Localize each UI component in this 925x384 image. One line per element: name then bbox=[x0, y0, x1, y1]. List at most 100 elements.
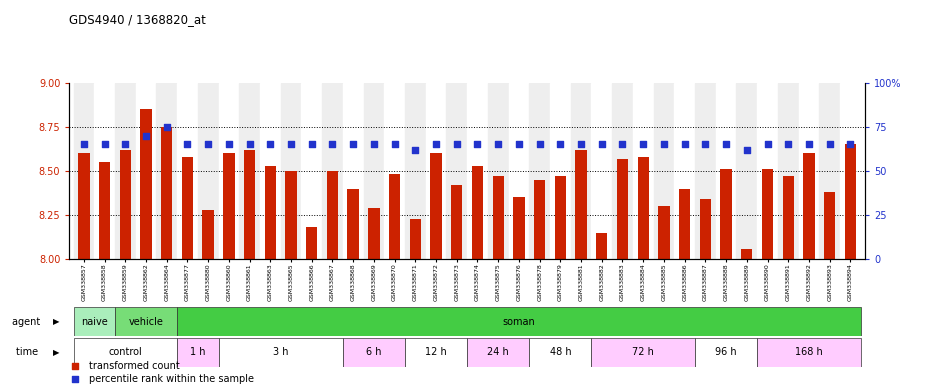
Bar bbox=[550, 83, 571, 259]
Bar bbox=[177, 83, 198, 259]
Bar bbox=[405, 83, 426, 259]
Point bbox=[284, 141, 299, 147]
Bar bbox=[244, 150, 255, 259]
Bar bbox=[384, 83, 405, 259]
Bar bbox=[410, 218, 421, 259]
Point bbox=[117, 141, 132, 147]
Bar bbox=[368, 208, 379, 259]
Text: 6 h: 6 h bbox=[366, 347, 382, 358]
Bar bbox=[156, 83, 177, 259]
Bar bbox=[529, 338, 591, 367]
Point bbox=[180, 141, 195, 147]
Bar bbox=[679, 189, 690, 259]
Point bbox=[68, 363, 82, 369]
Bar bbox=[181, 157, 193, 259]
Bar bbox=[451, 185, 462, 259]
Text: ▶: ▶ bbox=[53, 317, 59, 326]
Bar bbox=[388, 174, 401, 259]
Point bbox=[822, 141, 837, 147]
Bar bbox=[555, 176, 566, 259]
Text: 1 h: 1 h bbox=[190, 347, 205, 358]
Bar bbox=[534, 180, 546, 259]
Bar bbox=[364, 83, 384, 259]
Bar bbox=[223, 153, 235, 259]
Point bbox=[139, 132, 154, 139]
Bar bbox=[327, 171, 339, 259]
Bar bbox=[820, 83, 840, 259]
Bar bbox=[633, 83, 654, 259]
Bar bbox=[343, 83, 364, 259]
Bar bbox=[285, 171, 297, 259]
Bar bbox=[513, 197, 524, 259]
Bar bbox=[695, 338, 758, 367]
Bar bbox=[798, 83, 820, 259]
Bar bbox=[430, 153, 442, 259]
Bar bbox=[99, 162, 110, 259]
Bar bbox=[218, 338, 343, 367]
Bar bbox=[824, 192, 835, 259]
Bar bbox=[260, 83, 280, 259]
Point bbox=[698, 141, 713, 147]
Point bbox=[719, 141, 734, 147]
Point bbox=[428, 141, 443, 147]
Bar bbox=[177, 338, 218, 367]
Text: ▶: ▶ bbox=[53, 348, 59, 357]
Bar bbox=[405, 338, 467, 367]
Bar bbox=[73, 83, 94, 259]
Point bbox=[760, 141, 775, 147]
Point bbox=[781, 141, 796, 147]
Point bbox=[201, 141, 216, 147]
Bar bbox=[136, 83, 156, 259]
Text: control: control bbox=[108, 347, 142, 358]
Bar bbox=[509, 83, 529, 259]
Bar bbox=[115, 307, 177, 336]
Point bbox=[388, 141, 402, 147]
Point bbox=[512, 141, 526, 147]
Bar bbox=[840, 83, 861, 259]
Point bbox=[263, 141, 278, 147]
Point bbox=[325, 141, 339, 147]
Point bbox=[304, 141, 319, 147]
Bar bbox=[758, 338, 861, 367]
Bar bbox=[467, 83, 487, 259]
Text: 3 h: 3 h bbox=[273, 347, 289, 358]
Bar bbox=[115, 83, 136, 259]
Text: naive: naive bbox=[80, 316, 107, 327]
Bar bbox=[762, 169, 773, 259]
Point bbox=[843, 141, 857, 147]
Bar bbox=[803, 153, 815, 259]
Point bbox=[470, 141, 485, 147]
Point bbox=[635, 141, 650, 147]
Bar bbox=[265, 166, 276, 259]
Text: 72 h: 72 h bbox=[633, 347, 654, 358]
Point bbox=[97, 141, 112, 147]
Bar bbox=[637, 157, 649, 259]
Bar bbox=[161, 127, 172, 259]
Text: GDS4940 / 1368820_at: GDS4940 / 1368820_at bbox=[69, 13, 206, 26]
Bar bbox=[280, 83, 302, 259]
Point bbox=[408, 147, 423, 153]
Point bbox=[553, 141, 568, 147]
Point bbox=[221, 141, 236, 147]
Bar bbox=[203, 210, 214, 259]
Text: time: time bbox=[16, 347, 41, 358]
Bar bbox=[472, 166, 483, 259]
Bar bbox=[596, 233, 608, 259]
Bar bbox=[845, 144, 856, 259]
Point bbox=[242, 141, 257, 147]
Point bbox=[615, 141, 630, 147]
Point bbox=[574, 141, 588, 147]
Bar bbox=[302, 83, 322, 259]
Bar bbox=[119, 150, 131, 259]
Point bbox=[802, 141, 817, 147]
Bar bbox=[617, 159, 628, 259]
Point bbox=[77, 141, 92, 147]
Bar bbox=[306, 227, 317, 259]
Bar bbox=[73, 338, 177, 367]
Bar bbox=[571, 83, 591, 259]
Bar bbox=[695, 83, 716, 259]
Point bbox=[595, 141, 610, 147]
Bar bbox=[736, 83, 758, 259]
Point bbox=[677, 141, 692, 147]
Bar bbox=[240, 83, 260, 259]
